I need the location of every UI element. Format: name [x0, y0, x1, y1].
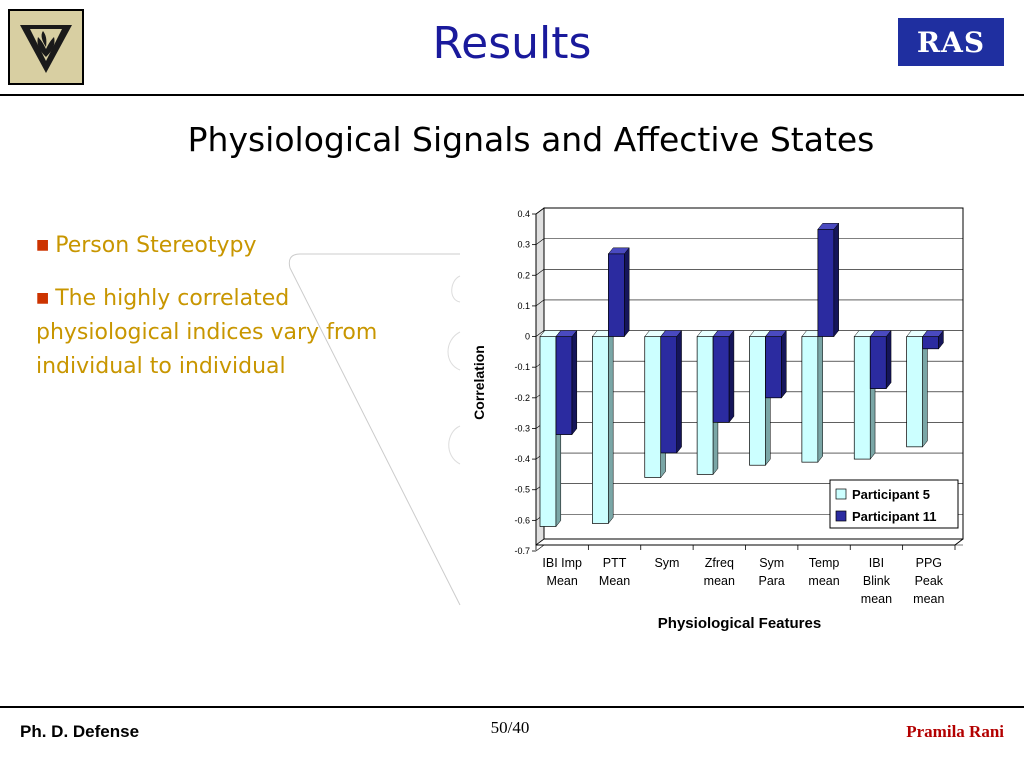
decorative-connector: [288, 253, 461, 606]
bullet-list: ■ Person Stereotypy ■ The highly correlate…: [36, 228, 436, 402]
x-tick-label: PPG: [916, 556, 942, 570]
x-tick-label: IBI: [869, 556, 884, 570]
bar: [592, 336, 609, 524]
y-tick-label: -0.2: [514, 393, 530, 403]
bar-top: [712, 330, 735, 337]
x-tick-label: Blink: [863, 574, 891, 588]
y-tick-label: -0.1: [514, 362, 530, 372]
bar: [644, 336, 662, 478]
bar: [906, 336, 923, 448]
x-axis-depth: [954, 538, 964, 546]
correlation-bar-chart: 0.4 0.3 0.2 0.1 0 -0.1 -0.2 -0.3 -0.4 -0.5 -0.6 -0.…: [471, 207, 964, 632]
ras-badge: RAS: [896, 16, 1006, 68]
y-tick-label: 0.1: [517, 301, 530, 311]
y-axis-label: Correlation: [471, 345, 487, 420]
x-axis-label: Physiological Features: [658, 615, 821, 632]
y-tick-label: -0.5: [514, 485, 530, 495]
bar-side: [886, 329, 892, 390]
bullet-item: ■ Person Stereotypy: [36, 228, 436, 263]
gridline-diagonal: [535, 330, 545, 337]
bullet-square-icon: ■: [36, 237, 50, 253]
x-tick-label: mean: [704, 574, 735, 588]
bar: [749, 336, 766, 466]
vanderbilt-logo: [8, 9, 84, 85]
bullet-text: Person Stereotypy: [55, 233, 257, 258]
slide-footer: Ph. D. Defense 50/40 Pramila Rani: [0, 706, 1024, 770]
x-tick-label: mean: [861, 592, 892, 606]
bar-side: [728, 329, 735, 424]
x-tick-label: Zfreq: [705, 556, 734, 570]
slide-header: Results RAS: [0, 0, 1024, 96]
chart-container: 0.4 0.3 0.2 0.1 0 -0.1 -0.2 -0.3 -0.4 -0.5 -0.6 -0.…: [460, 196, 970, 650]
x-tick-label: Temp: [809, 556, 840, 570]
legend-entry: Participant 11: [852, 509, 937, 524]
bar-side: [608, 329, 614, 525]
bar-top: [922, 330, 944, 337]
y-tick-label: 0.4: [517, 209, 530, 219]
x-tick-label: Mean: [599, 574, 630, 588]
y-tick-label: -0.7: [514, 546, 530, 556]
bar-side: [624, 247, 630, 338]
gridline-diagonal: [535, 269, 545, 276]
page-title: Results: [432, 18, 592, 69]
y-tick-label: -0.3: [514, 423, 530, 433]
legend-box: [829, 479, 959, 529]
y-tick-label: -0.4: [514, 454, 530, 464]
bullet-item: ■ The highly correlated physiological ind…: [36, 281, 436, 384]
bar-side: [817, 329, 823, 463]
y-tick-label: 0.3: [517, 240, 530, 250]
y-tick-label: 0: [525, 332, 530, 342]
y-tick-label: 0.2: [517, 270, 530, 280]
bar: [608, 253, 625, 337]
bar: [712, 336, 730, 423]
bar-side: [676, 329, 682, 454]
bar: [696, 336, 714, 475]
x-tick-label: mean: [913, 592, 944, 606]
slide-number: 50/40: [490, 718, 530, 737]
bar-side: [781, 329, 787, 399]
gridline-diagonal: [535, 544, 545, 552]
bullet-square-icon: ■: [36, 290, 50, 306]
x-tick-label: IBI Imp: [542, 556, 582, 570]
bar-top: [764, 330, 787, 337]
bar-top: [869, 330, 892, 337]
footer-author: Pramila Rani: [906, 722, 1004, 741]
gridline-diagonal: [535, 207, 545, 215]
bar-top: [660, 330, 683, 337]
bar: [817, 228, 835, 337]
bar: [869, 336, 887, 389]
legend-swatch: [835, 488, 847, 500]
x-tick-label: Peak: [915, 574, 944, 588]
bar-top: [817, 223, 840, 230]
bar-side: [833, 222, 839, 338]
bar: [801, 336, 819, 463]
x-tick-label: Para: [758, 574, 784, 588]
x-tick-label: PTT: [603, 556, 627, 570]
bar: [765, 336, 782, 399]
bar-side: [571, 329, 578, 436]
x-tick-label: Sym: [759, 556, 784, 570]
x-tick-label: Mean: [547, 574, 578, 588]
bar-top: [555, 330, 578, 337]
gridline-diagonal: [535, 238, 545, 245]
slide-subtitle: Physiological Signals and Affective Stat…: [187, 120, 875, 159]
x-tick-label: mean: [808, 574, 839, 588]
bar: [539, 336, 557, 527]
bar: [555, 336, 573, 435]
legend-swatch: [835, 510, 847, 522]
bar: [853, 336, 871, 460]
bullet-text: The highly correlated physiological indi…: [36, 286, 378, 379]
gridline-diagonal: [535, 299, 545, 307]
legend-entry: Participant 5: [852, 487, 930, 502]
bar: [922, 336, 939, 350]
x-tick-label: Sym: [654, 556, 679, 570]
footer-event: Ph. D. Defense: [20, 722, 140, 741]
bar-top: [607, 247, 630, 255]
bar: [660, 336, 678, 454]
y-tick-label: -0.6: [514, 515, 530, 525]
